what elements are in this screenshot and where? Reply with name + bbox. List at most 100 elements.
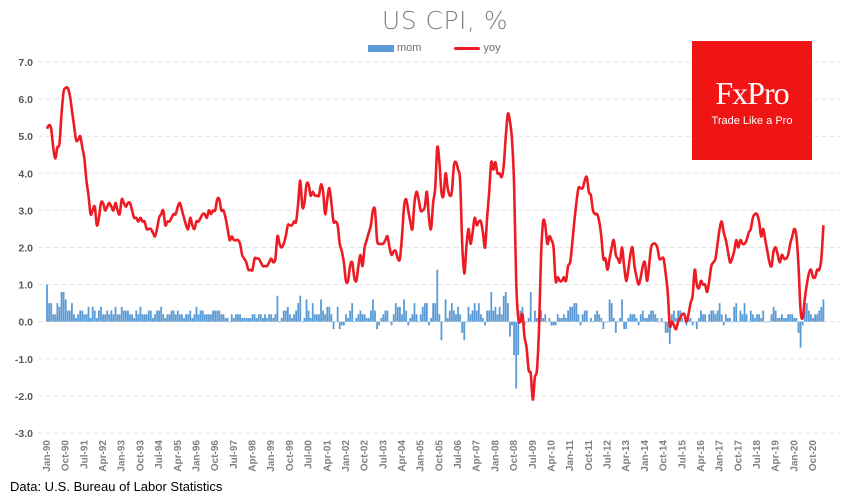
mom-bar: [482, 317, 484, 322]
mom-bar: [619, 317, 621, 322]
mom-bar: [293, 314, 295, 322]
mom-bar: [708, 314, 711, 322]
mom-bar: [48, 303, 50, 322]
mom-bar: [440, 321, 443, 341]
y-tick-label: -3.0: [15, 428, 33, 440]
mom-bar: [326, 306, 329, 322]
mom-bar: [760, 317, 763, 322]
mom-bar: [677, 310, 680, 322]
x-tick-label: Apr-13: [621, 440, 632, 472]
mom-bar: [164, 317, 167, 322]
mom-bar: [504, 292, 507, 322]
x-tick-label: Apr-07: [472, 440, 483, 472]
mom-bar: [617, 321, 619, 323]
mom-bar: [583, 310, 586, 322]
mom-bar: [455, 314, 457, 322]
mom-bar: [490, 292, 493, 322]
mom-bar: [239, 314, 241, 322]
y-tick-label: 6.0: [18, 94, 33, 106]
mom-bar: [58, 306, 61, 322]
x-tick-label: Oct-90: [61, 440, 72, 472]
mom-bar: [563, 314, 565, 322]
x-tick-label: Jan-90: [42, 440, 53, 472]
mom-bar: [737, 321, 740, 323]
mom-bar: [268, 314, 271, 322]
logo-tagline: Trade Like a Pro: [711, 115, 793, 127]
x-tick-label: Apr-04: [397, 440, 408, 472]
mom-bar: [710, 310, 713, 322]
mom-bar: [467, 306, 470, 322]
mom-bar: [355, 317, 358, 322]
mom-bar: [151, 317, 154, 322]
mom-bar: [565, 317, 567, 322]
y-tick-label: 0.0: [18, 317, 33, 329]
mom-bar: [660, 317, 663, 322]
mom-bar: [579, 321, 582, 326]
mom-bar: [322, 310, 325, 322]
mom-bar: [417, 321, 420, 323]
mom-bar: [87, 306, 90, 322]
mom-bar: [297, 303, 300, 322]
mom-bar: [299, 295, 302, 322]
x-tick-label: Jul-03: [378, 440, 389, 469]
mom-bar: [280, 317, 283, 322]
mom-bar: [338, 321, 341, 330]
mom-bar: [372, 299, 374, 322]
mom-bar: [54, 314, 57, 322]
mom-bar: [278, 321, 281, 323]
mom-bar: [627, 317, 630, 322]
x-tick-label: Jan-93: [117, 440, 128, 472]
mom-bar: [816, 314, 819, 322]
mom-bar: [158, 310, 161, 322]
x-tick-label: Jul-09: [528, 440, 539, 469]
mom-bar: [749, 310, 752, 322]
mom-bar: [772, 306, 775, 322]
mom-bar: [509, 321, 511, 337]
mom-bar: [108, 314, 111, 322]
mom-bar: [255, 317, 258, 322]
mom-bar: [442, 321, 445, 323]
mom-bar: [60, 292, 63, 322]
mom-bar: [46, 284, 48, 322]
logo-brand: FxPro: [715, 75, 789, 111]
mom-bar: [276, 295, 279, 322]
mom-bar: [670, 314, 673, 322]
mom-bar: [720, 314, 723, 322]
mom-bar: [197, 314, 200, 322]
mom-bar: [700, 310, 702, 322]
mom-bar: [604, 321, 607, 323]
mom-bar: [203, 314, 206, 322]
mom-bar: [722, 321, 725, 326]
x-tick-label: Oct-99: [285, 440, 296, 472]
x-tick-label: Apr-01: [322, 440, 333, 472]
mom-bar: [673, 310, 675, 322]
mom-bar: [176, 310, 179, 322]
mom-bar: [367, 317, 370, 322]
mom-bar: [166, 314, 169, 322]
mom-bar: [652, 310, 655, 322]
mom-bar: [349, 310, 351, 322]
mom-bar: [224, 317, 227, 322]
mom-bar: [129, 314, 131, 322]
legend-label-yoy: yoy: [483, 42, 501, 54]
mom-bar: [646, 317, 648, 322]
mom-bar: [160, 306, 163, 322]
mom-bar: [303, 317, 306, 322]
mom-bar: [426, 303, 428, 322]
mom-bar: [68, 310, 71, 322]
mom-bar: [81, 310, 84, 322]
mom-bar: [432, 303, 435, 322]
mom-bar: [93, 310, 96, 322]
mom-bar: [77, 314, 80, 322]
mom-bar: [477, 303, 480, 322]
mom-bar: [436, 269, 439, 322]
mom-bar: [399, 306, 401, 322]
mom-bar: [390, 321, 393, 326]
mom-bar: [592, 321, 594, 323]
mom-bar: [120, 306, 123, 322]
mom-bar: [465, 321, 468, 323]
mom-bar: [814, 314, 817, 322]
mom-bar: [288, 314, 291, 322]
mom-bar: [71, 303, 73, 322]
mom-bar: [208, 314, 210, 322]
